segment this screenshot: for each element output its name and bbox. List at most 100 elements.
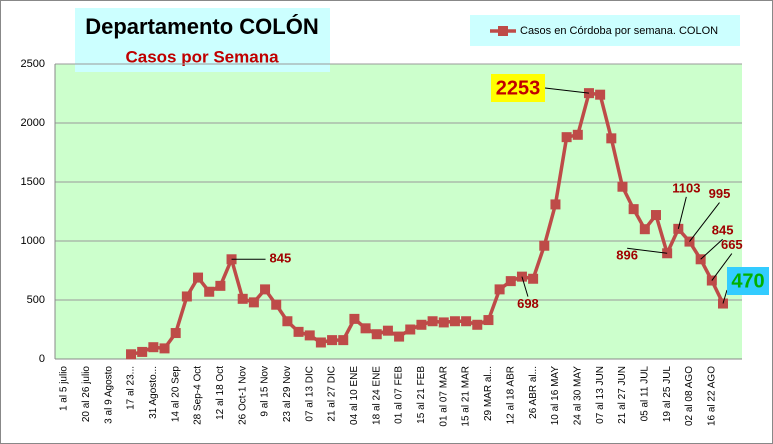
x-tick-label: 16 al 22 AGO: [706, 366, 717, 426]
x-tick-label: 31 Agosto...: [148, 366, 159, 419]
point-marker: [271, 299, 282, 310]
point-marker: [148, 342, 159, 353]
point-marker: [539, 240, 550, 251]
x-tick-label: 28 Sep-4 Oct: [193, 366, 204, 425]
x-tick-label: 20 al 26 julio: [81, 366, 92, 423]
chart-title: Departamento COLÓN: [85, 14, 318, 39]
x-tick-label: 04 al 10 ENE: [349, 366, 360, 425]
data-label: 665: [721, 237, 743, 252]
point-marker: [237, 293, 248, 304]
x-tick-label: 01 al 07 FEB: [394, 366, 405, 424]
point-marker: [528, 273, 539, 284]
y-tick-label: 1000: [21, 235, 45, 247]
point-marker: [248, 297, 259, 308]
y-tick-label: 0: [39, 353, 45, 365]
x-tick-label: 9 al 15 Nov: [260, 366, 271, 417]
title-box: [75, 8, 330, 72]
data-label: 896: [616, 248, 638, 263]
leader-line: [677, 196, 687, 229]
plot-area: [55, 64, 742, 359]
y-tick-label: 500: [27, 294, 45, 306]
point-marker: [327, 335, 338, 346]
legend-label: Casos en Córdoba por semana. COLON: [520, 25, 718, 37]
x-tick-label: 18 al 24 ENE: [371, 366, 382, 425]
x-tick-label: 14 al 20 Sep: [170, 366, 181, 423]
point-marker: [427, 316, 438, 327]
data-label: 470: [731, 270, 764, 292]
point-marker: [505, 276, 516, 287]
point-marker: [304, 330, 315, 341]
point-marker: [360, 323, 371, 334]
data-label: 2253: [496, 77, 541, 99]
leader-line: [521, 276, 529, 297]
x-tick-label: 15 al 21 MAR: [461, 366, 472, 427]
point-marker: [550, 199, 561, 210]
point-marker: [595, 89, 606, 100]
x-tick-label: 07 al 13 DIC: [304, 366, 315, 422]
point-marker: [628, 204, 639, 215]
point-marker: [215, 280, 226, 291]
x-tick-label: 02 al 08 AGO: [684, 366, 695, 426]
x-tick-label: 05 al 11 JUL: [639, 366, 650, 422]
x-tick-label: 29 MAR al...: [483, 366, 494, 421]
point-marker: [170, 328, 181, 339]
x-tick-label: 10 al 16 MAY: [550, 366, 561, 426]
x-tick-label: 1 al 5 julio: [59, 366, 70, 411]
leader-line: [627, 247, 668, 254]
point-marker: [561, 132, 572, 143]
x-tick-label: 21 al 27 JUN: [617, 366, 628, 424]
leader-line: [722, 289, 728, 304]
y-tick-label: 1500: [21, 176, 45, 188]
point-marker: [260, 284, 271, 295]
point-marker: [461, 316, 472, 327]
point-marker: [382, 325, 393, 336]
point-marker: [137, 346, 148, 357]
leader-line: [689, 202, 720, 242]
x-tick-label: 3 al 9 Agosto: [103, 366, 114, 424]
x-tick-label: 15 al 21 FEB: [416, 366, 427, 424]
x-tick-label: 01 al 07 MAR: [438, 366, 449, 427]
point-marker: [494, 284, 505, 295]
point-marker: [438, 317, 449, 328]
point-marker: [572, 129, 583, 140]
point-marker: [371, 329, 382, 340]
x-tick-label: 24 al 30 MAY: [572, 366, 583, 426]
point-marker: [405, 324, 416, 335]
label-box: [727, 267, 769, 295]
data-label: 1103: [672, 180, 700, 195]
point-marker: [193, 272, 204, 283]
x-tick-label: 12 al 18 Oct: [215, 366, 226, 420]
point-marker: [416, 319, 427, 330]
x-tick-label: 26 Oct-1 Nov: [237, 366, 248, 425]
point-marker: [204, 286, 215, 297]
point-marker: [483, 315, 494, 326]
point-marker: [126, 349, 137, 360]
legend-marker: [498, 26, 508, 36]
point-marker: [181, 291, 192, 302]
point-marker: [293, 326, 304, 337]
point-marker: [315, 337, 326, 348]
x-tick-label: 07 al 13 JUN: [595, 366, 606, 424]
label-box: [491, 74, 545, 102]
data-label: 995: [709, 186, 731, 201]
x-tick-label: 26 ABR al...: [528, 366, 539, 419]
x-tick-label: 21 al 27 DIC: [327, 366, 338, 422]
point-marker: [639, 224, 650, 235]
x-tick-label: 17 al 23...: [126, 366, 137, 410]
chart-subtitle: Casos por Semana: [125, 47, 279, 66]
y-tick-label: 2000: [21, 117, 45, 129]
x-tick-label: 12 al 18 ABR: [505, 366, 516, 424]
point-marker: [606, 133, 617, 144]
point-marker: [650, 210, 661, 221]
x-tick-label: 19 al 25 JUL: [662, 366, 673, 423]
point-marker: [282, 316, 293, 327]
point-marker: [349, 313, 360, 324]
x-tick-label: 23 al 29 Nov: [282, 366, 293, 422]
point-marker: [394, 331, 405, 342]
y-tick-label: 2500: [21, 58, 45, 70]
leader-line: [544, 87, 590, 94]
leader-line: [700, 238, 723, 260]
point-marker: [338, 335, 349, 346]
point-marker: [617, 181, 628, 192]
